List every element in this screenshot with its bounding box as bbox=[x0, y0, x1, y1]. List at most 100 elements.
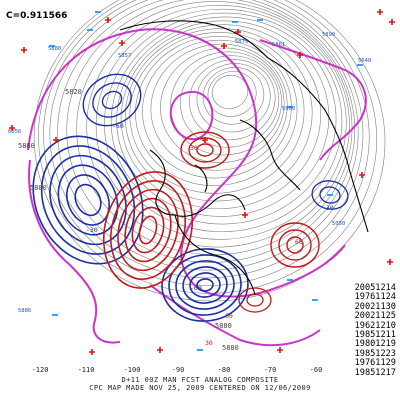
coastline bbox=[194, 164, 208, 193]
negative-anomaly-contour bbox=[82, 73, 142, 127]
height-contour bbox=[43, 0, 370, 286]
positive-anomaly-contour bbox=[286, 236, 304, 254]
zero-line bbox=[28, 159, 121, 344]
positive-anomaly-contour bbox=[246, 293, 264, 307]
analog-date: 19801219 bbox=[354, 339, 396, 350]
height-contour bbox=[38, 0, 378, 294]
plus-marker bbox=[359, 172, 365, 178]
positive-anomaly-contour bbox=[238, 287, 272, 313]
longitude-tick: -70 bbox=[263, 366, 277, 374]
height-contour bbox=[196, 63, 271, 133]
positive-anomaly-contour bbox=[131, 206, 165, 254]
height-label: 5880 bbox=[30, 184, 47, 192]
positive-anomaly-contours-layer bbox=[102, 131, 320, 313]
negative-anomaly-contour bbox=[74, 183, 102, 217]
height-contour bbox=[110, 16, 337, 225]
negative-anomaly-contour bbox=[161, 248, 249, 322]
height-label: 5880 bbox=[215, 322, 232, 330]
negative-anomaly-contour bbox=[175, 260, 235, 310]
station-value-label: 5861 bbox=[272, 42, 285, 48]
negative-anomaly-contour bbox=[196, 278, 214, 292]
analog-date: 20021130 bbox=[354, 301, 396, 312]
height-label: 5820 bbox=[65, 88, 82, 96]
negative-anomaly-label: -60 bbox=[112, 122, 124, 130]
height-contour bbox=[160, 47, 285, 163]
negative-anomaly-contour bbox=[92, 82, 132, 118]
height-contour bbox=[66, 0, 355, 263]
height-contour bbox=[211, 74, 249, 110]
height-contour bbox=[189, 59, 276, 140]
negative-anomaly-label: -60 bbox=[190, 284, 202, 292]
longitude-tick: -110 bbox=[77, 366, 95, 374]
analog-date: 19851217 bbox=[354, 367, 396, 378]
plus-marker bbox=[21, 47, 27, 53]
coastlines-layer bbox=[119, 20, 369, 296]
negative-anomaly-contours-layer bbox=[32, 73, 349, 322]
negative-anomaly-contour bbox=[319, 186, 341, 204]
analog-date: 19851211 bbox=[354, 330, 396, 341]
plus-marker bbox=[277, 347, 283, 353]
plus-marker bbox=[202, 137, 208, 143]
plus-marker bbox=[89, 349, 95, 355]
height-contour bbox=[95, 8, 347, 240]
height-contour bbox=[150, 43, 288, 171]
positive-anomaly-contour bbox=[278, 229, 312, 261]
positive-anomaly-contour bbox=[138, 215, 158, 245]
station-value-label: 5880 bbox=[48, 46, 61, 52]
height-contour bbox=[180, 55, 280, 148]
station-value-label: 5050 bbox=[332, 221, 345, 227]
positive-anomaly-label: 60 bbox=[295, 238, 303, 246]
negative-anomaly-label: -30 bbox=[86, 226, 98, 234]
height-contour bbox=[116, 20, 330, 217]
zero-line bbox=[27, 28, 346, 298]
negative-anomaly-label: -30 bbox=[322, 204, 334, 212]
plus-marker bbox=[387, 259, 393, 265]
correlation-label: C=0.911566 bbox=[6, 11, 68, 21]
positive-anomaly-contour bbox=[196, 143, 214, 157]
longitude-tick: -80 bbox=[217, 366, 231, 374]
station-value-label: 5879 bbox=[235, 39, 248, 45]
analog-date: 19761129 bbox=[354, 358, 396, 369]
negative-anomaly-contour bbox=[189, 272, 221, 298]
zero-line bbox=[169, 90, 214, 141]
plus-marker bbox=[105, 17, 111, 23]
height-contour bbox=[124, 28, 313, 202]
zero-line bbox=[149, 284, 321, 347]
negative-anomaly-contour bbox=[311, 180, 349, 210]
plus-marker bbox=[9, 125, 15, 131]
positive-anomaly-contour bbox=[110, 180, 186, 280]
plus-marker bbox=[235, 29, 241, 35]
plus-marker bbox=[242, 212, 248, 218]
plus-marker bbox=[297, 52, 303, 58]
height-contour bbox=[120, 24, 321, 210]
negative-anomaly-contour bbox=[101, 90, 123, 110]
footer-subtitle: CPC MAP MADE NOV 25, 2009 CENTERED ON 12… bbox=[89, 384, 311, 392]
height-contour bbox=[49, 0, 364, 279]
longitude-tick: -120 bbox=[31, 366, 49, 374]
height-contour bbox=[135, 35, 298, 187]
height-contour bbox=[202, 67, 265, 125]
zero-line bbox=[259, 39, 367, 161]
analog-date: 20021125 bbox=[354, 311, 396, 322]
coastline bbox=[119, 20, 269, 59]
height-contour bbox=[33, 0, 386, 302]
height-contour bbox=[86, 4, 350, 248]
analog-date: 20051214 bbox=[354, 283, 396, 293]
plus-marker bbox=[119, 40, 125, 46]
height-contour bbox=[57, 0, 359, 271]
longitude-tick-row: -120 -110 -100 -90 -80 -70 -60 bbox=[0, 366, 400, 376]
positive-anomaly-contour bbox=[117, 188, 179, 272]
station-value-label: 5857 bbox=[118, 53, 131, 59]
negative-anomaly-contour bbox=[168, 254, 242, 316]
station-markers-layer bbox=[9, 9, 395, 355]
footer-title: D+11 00Z MAN FCST ANALOG COMPOSITE bbox=[121, 376, 279, 384]
negative-anomaly-contour bbox=[182, 266, 228, 304]
coastline bbox=[239, 119, 301, 191]
plus-marker bbox=[157, 347, 163, 353]
plus-marker bbox=[377, 9, 383, 15]
positive-anomaly-label: 30 bbox=[190, 144, 198, 152]
longitude-tick: -100 bbox=[123, 366, 141, 374]
positive-anomaly-label: 60 bbox=[225, 312, 233, 320]
